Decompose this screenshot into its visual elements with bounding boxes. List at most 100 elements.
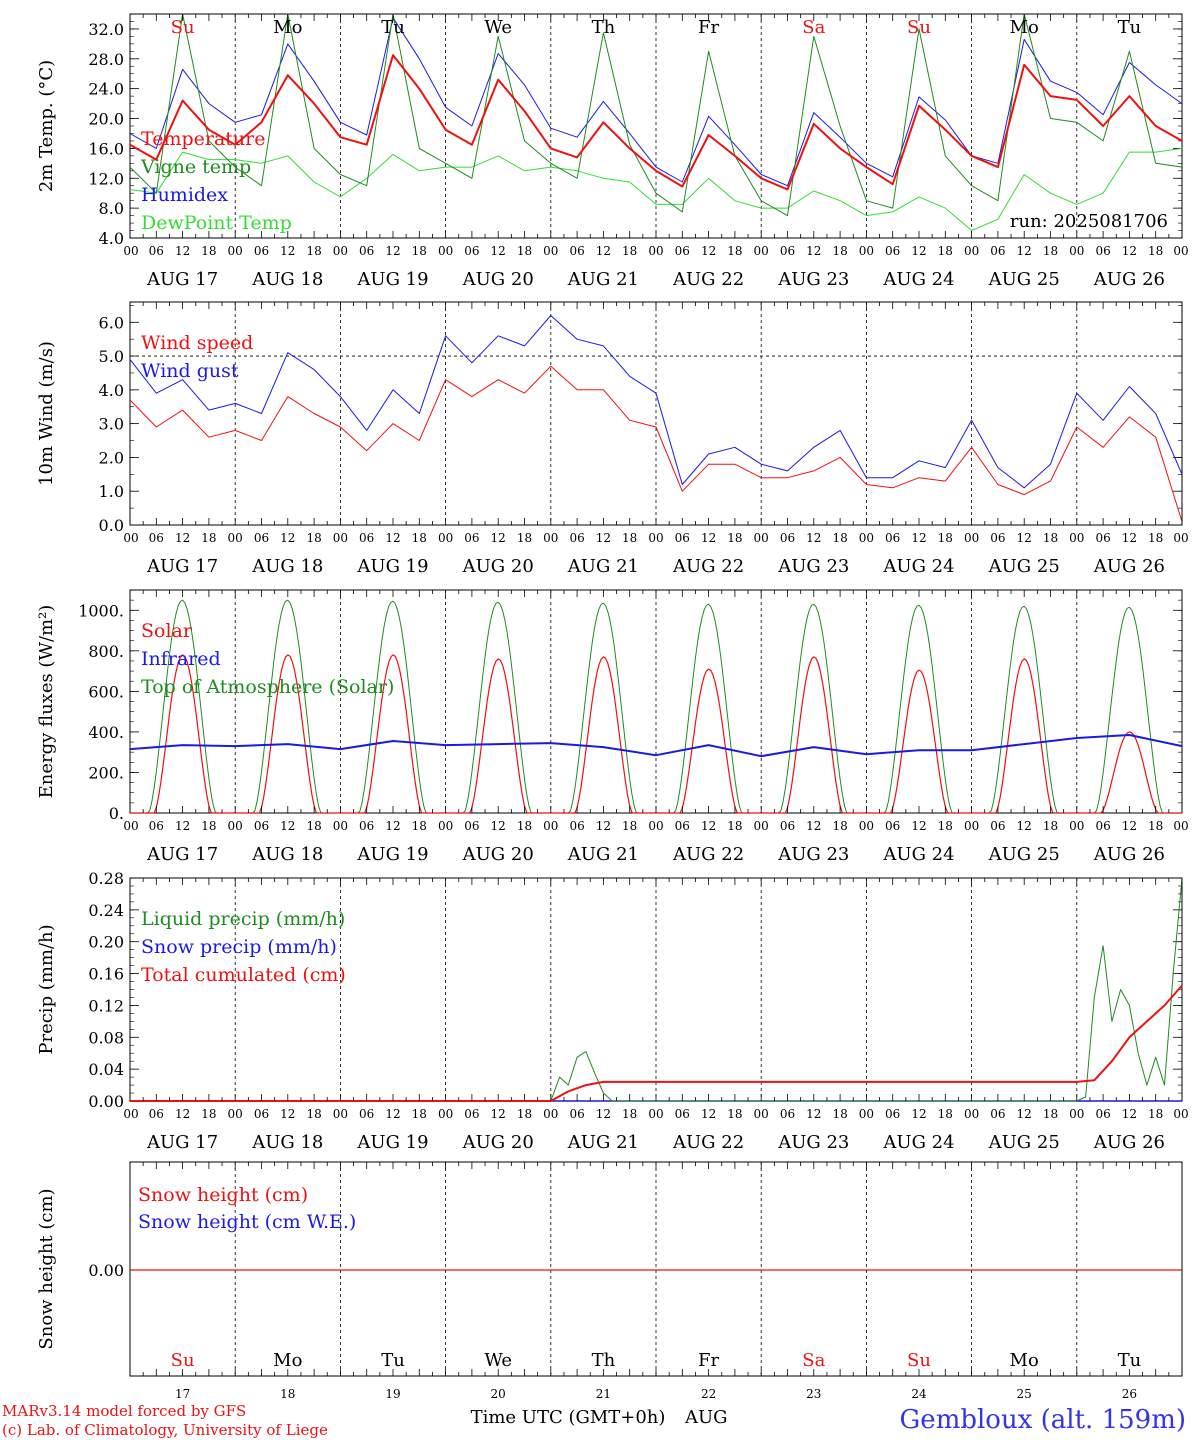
hour-tick-label: 06	[675, 531, 690, 545]
month-label: AUG	[684, 1407, 728, 1428]
hour-tick-label: 00	[859, 531, 874, 545]
infrared-line	[129, 734, 1183, 758]
hour-tick-label: 06	[254, 1107, 269, 1121]
hour-tick-label: 12	[491, 244, 506, 258]
y-tick-label: 16.0	[88, 139, 124, 158]
hour-tick-label: 18	[938, 819, 953, 833]
hour-tick-label: 00	[859, 244, 874, 258]
hour-tick-label: 12	[1122, 819, 1137, 833]
hour-tick-label: 12	[1122, 244, 1137, 258]
hour-tick-label: 06	[359, 1107, 374, 1121]
footer: 17 18 19 20 21 22 23 24 25 26 Time UTC (GMT+0h) AUG…	[2, 1387, 1186, 1439]
y-tick-label: 1000.	[78, 601, 124, 620]
y-tick-label: 5.0	[99, 347, 124, 366]
y-tick-label: 0.24	[88, 901, 124, 920]
hour-tick-label: 06	[464, 819, 479, 833]
hour-tick-label: 06	[149, 819, 164, 833]
hour-tick-label: 00	[438, 819, 453, 833]
weekday-label: Mo	[273, 17, 302, 38]
hour-tick-label: 06	[990, 819, 1005, 833]
hour-tick-label: 06	[149, 1107, 164, 1121]
date-label: AUG 20	[462, 556, 534, 577]
credit-model: MARv3.14 model forced by GFS	[2, 1402, 246, 1420]
date-label: AUG 20	[462, 1132, 534, 1153]
hour-tick-label: 18	[201, 531, 216, 545]
panel-1: 4.0 8.0 12.0 16.0 20.0 24.0 28.0 32.0 2m Temp. (…	[36, 13, 1189, 290]
hour-tick-label: 12	[1017, 1107, 1032, 1121]
legend-entry: Total cumulated (cm)	[141, 964, 346, 986]
hour-tick-label: 12	[701, 531, 716, 545]
hour-tick-label: 00	[1069, 1107, 1084, 1121]
hour-tick-label: 12	[175, 244, 190, 258]
hour-tick-label: 12	[596, 1107, 611, 1121]
hour-tick-label: 12	[701, 244, 716, 258]
hour-tick-label: 00	[1069, 531, 1084, 545]
weekday-label: We	[484, 1350, 512, 1371]
hour-tick-label: 00	[228, 1107, 243, 1121]
hour-tick-label: 06	[569, 531, 584, 545]
legend-entry: Wind gust	[141, 360, 239, 382]
day-number-label: 25	[1017, 1387, 1032, 1401]
hour-tick-label: 06	[885, 819, 900, 833]
hour-tick-label: 18	[727, 244, 742, 258]
hour-tick-label: 18	[306, 1107, 321, 1121]
hour-tick-label: 00	[859, 819, 874, 833]
hour-tick-label: 00	[964, 1107, 979, 1121]
hour-tick-label: 12	[806, 1107, 821, 1121]
date-label: AUG 23	[777, 269, 849, 290]
hour-tick-label: 12	[1017, 819, 1032, 833]
hour-tick-label: 00	[543, 1107, 558, 1121]
weekday-label: Su	[171, 17, 195, 38]
hour-tick-label: 00	[1069, 819, 1084, 833]
date-label: AUG 17	[146, 1132, 218, 1153]
location-label: Gembloux (alt. 159m)	[900, 1405, 1186, 1435]
legend-entry: Liquid precip (mm/h)	[141, 908, 345, 930]
hour-tick-label: 06	[464, 531, 479, 545]
hour-tick-label: 12	[806, 531, 821, 545]
hour-tick-label: 06	[675, 819, 690, 833]
y-tick-label: 4.0	[99, 381, 124, 400]
hour-tick-label: 00	[648, 819, 663, 833]
date-label: AUG 18	[251, 1132, 323, 1153]
hour-tick-label: 06	[254, 531, 269, 545]
legend-entry: Infrared	[141, 648, 221, 670]
date-label: AUG 25	[988, 556, 1060, 577]
hour-tick-label: 00	[333, 819, 348, 833]
day-number-label: 24	[911, 1387, 927, 1401]
hour-tick-label: 12	[911, 1107, 926, 1121]
y-tick-label: 32.0	[88, 20, 124, 39]
date-label: AUG 17	[146, 844, 218, 865]
hour-tick-label: 06	[780, 531, 795, 545]
y-tick-label: 800.	[88, 642, 124, 661]
weekday-label: Fr	[698, 17, 719, 38]
date-label: AUG 24	[882, 844, 954, 865]
hour-tick-label: 12	[280, 244, 295, 258]
y-tick-label: 0.16	[88, 965, 124, 984]
hour-tick-label: 18	[622, 244, 637, 258]
date-label: AUG 26	[1093, 269, 1165, 290]
weekday-label: Mo	[1010, 1350, 1039, 1371]
hour-tick-label: 18	[517, 531, 532, 545]
hour-tick-label: 06	[990, 244, 1005, 258]
legend-entry: Solar	[141, 620, 193, 642]
hour-tick-label: 06	[675, 244, 690, 258]
weekday-label: Sa	[802, 1350, 825, 1371]
hour-tick-label: 00	[438, 531, 453, 545]
weekday-label: Mo	[273, 1350, 302, 1371]
y-tick-label: 20.0	[88, 110, 124, 129]
hour-tick-label: 12	[1122, 531, 1137, 545]
y-tick-label: 0.20	[88, 933, 124, 952]
y-axis-label: Precip (mm/h)	[36, 924, 57, 1054]
hour-tick-label: 06	[359, 819, 374, 833]
hour-tick-label: 06	[464, 1107, 479, 1121]
plot-frame	[129, 301, 1183, 526]
y-axis-label: 2m Temp. (°C)	[36, 60, 57, 192]
wind-speed-line	[129, 365, 1183, 522]
hour-tick-label: 06	[569, 244, 584, 258]
panel-2: 0.0 1.0 2.0 3.0 4.0 5.0 6.0 10m Wind (m/s) Wind …	[36, 301, 1189, 577]
legend-entry: Snow height (cm)	[138, 1184, 308, 1206]
weekday-label: Th	[592, 1350, 616, 1371]
date-label: AUG 17	[146, 556, 218, 577]
hour-tick-label: 00	[123, 244, 138, 258]
